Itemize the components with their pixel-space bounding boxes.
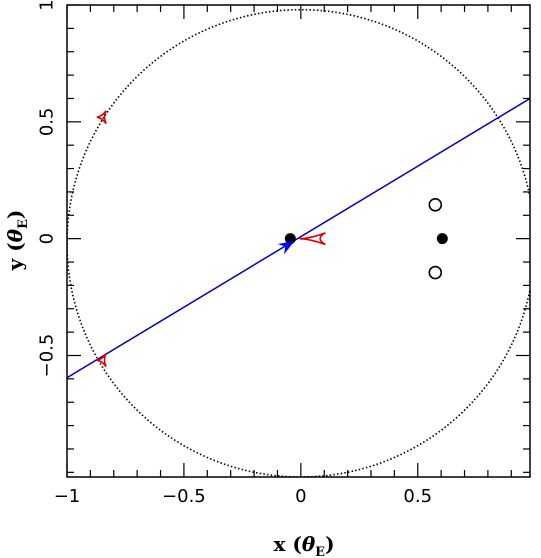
y-tick-label: 0 — [37, 233, 58, 244]
x-tick-label: −1 — [54, 486, 81, 507]
y-tick-label: −0.5 — [37, 334, 58, 378]
x-tick-label: 0 — [295, 486, 306, 507]
source-marker — [277, 241, 295, 255]
open-point-1 — [428, 197, 443, 212]
filled-point-2 — [436, 233, 448, 245]
y-axis-label: y (θE) — [3, 210, 31, 272]
y-tick-label: 0.5 — [37, 108, 58, 137]
x-tick-label: 0.5 — [403, 486, 432, 507]
x-tick-label: −0.5 — [162, 486, 206, 507]
caustic-central — [299, 232, 326, 246]
x-axis-label: x (θE) — [273, 532, 334, 558]
plot-layer — [67, 8, 530, 477]
open-point-2 — [428, 265, 443, 280]
caustic-lower — [96, 353, 107, 368]
caustic-upper — [96, 110, 107, 125]
tick-layer: −1 −0.5 0 0.5 −0.5 0 0.5 1 — [37, 0, 530, 507]
plot-frame — [66, 4, 531, 478]
source-trajectory — [67, 97, 530, 379]
y-tick-label: 1 — [37, 0, 58, 11]
critical-curve — [67, 8, 530, 477]
